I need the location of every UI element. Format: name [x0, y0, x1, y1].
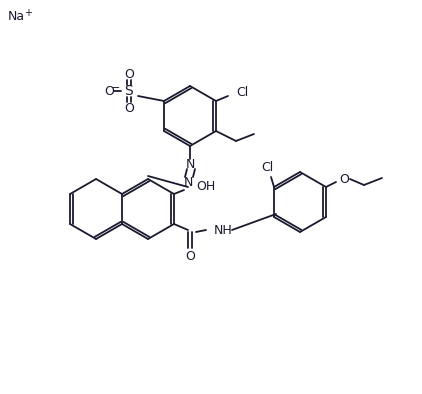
Text: −: −	[111, 83, 121, 93]
Text: +: +	[24, 8, 32, 18]
Text: NH: NH	[214, 223, 233, 236]
Text: Cl: Cl	[236, 85, 248, 98]
Text: O: O	[124, 67, 134, 80]
Text: N: N	[183, 175, 193, 188]
Text: S: S	[124, 84, 133, 98]
Text: O: O	[185, 249, 195, 262]
Text: OH: OH	[196, 180, 215, 193]
Text: Na: Na	[8, 9, 25, 22]
Text: Cl: Cl	[261, 160, 273, 173]
Text: N: N	[185, 158, 195, 171]
Text: O: O	[124, 102, 134, 115]
Text: O: O	[104, 84, 114, 97]
Text: O: O	[339, 173, 349, 186]
